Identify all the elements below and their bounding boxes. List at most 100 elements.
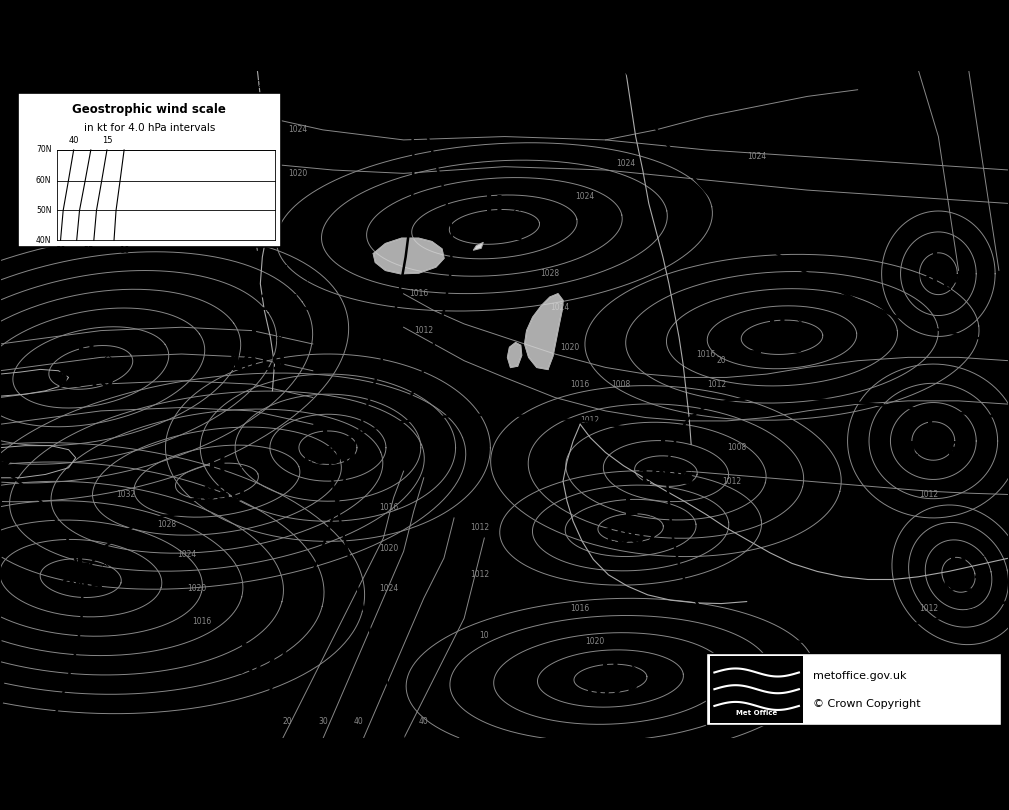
Text: H: H	[485, 195, 503, 215]
Text: ×: ×	[103, 350, 113, 363]
Text: 1016: 1016	[192, 617, 212, 626]
FancyBboxPatch shape	[710, 656, 803, 723]
FancyBboxPatch shape	[706, 653, 1001, 725]
Text: ×: ×	[512, 202, 522, 215]
Text: ×: ×	[794, 316, 804, 329]
Text: 1040: 1040	[57, 371, 115, 390]
Text: 15: 15	[102, 135, 112, 145]
Text: 1016: 1016	[696, 349, 716, 359]
Text: 1016: 1016	[570, 603, 590, 612]
Text: ×: ×	[950, 420, 961, 433]
Text: ×: ×	[628, 661, 638, 674]
Polygon shape	[0, 462, 9, 473]
Text: ×: ×	[345, 426, 355, 440]
Text: 1031: 1031	[465, 224, 524, 244]
Text: © Crown Copyright: © Crown Copyright	[813, 699, 920, 709]
Text: 1000: 1000	[299, 448, 357, 467]
Text: 1008: 1008	[726, 443, 747, 452]
Text: ×: ×	[648, 507, 658, 520]
Text: 1016: 1016	[378, 503, 399, 513]
Text: L: L	[624, 499, 638, 519]
Text: 20: 20	[716, 356, 726, 365]
Text: 1012: 1012	[919, 490, 937, 499]
Polygon shape	[508, 343, 522, 368]
Text: 1007: 1007	[218, 659, 276, 679]
Text: Met Office: Met Office	[736, 710, 777, 716]
Text: 1016: 1016	[570, 380, 590, 389]
Text: H: H	[768, 309, 786, 329]
Text: H: H	[77, 342, 95, 362]
Text: 1024: 1024	[615, 159, 636, 168]
Text: 1020: 1020	[187, 584, 207, 593]
Text: 40: 40	[419, 718, 429, 727]
Text: 70N: 70N	[36, 146, 51, 155]
Text: 1020: 1020	[378, 544, 399, 552]
Text: 1024: 1024	[550, 303, 570, 312]
Text: 1013: 1013	[929, 575, 988, 595]
Text: Geostrophic wind scale: Geostrophic wind scale	[73, 104, 226, 117]
Text: L: L	[931, 245, 945, 265]
Polygon shape	[653, 458, 672, 471]
Text: 1024: 1024	[177, 550, 197, 559]
Text: Forecast chart (T+24) Valid 00 UTC WED 01 MAY 2024: Forecast chart (T+24) Valid 00 UTC WED 0…	[5, 79, 269, 89]
Text: 30: 30	[318, 718, 328, 727]
Text: 1015: 1015	[909, 274, 968, 294]
Text: 40: 40	[353, 718, 363, 727]
Polygon shape	[612, 62, 631, 74]
Text: 1024: 1024	[575, 192, 595, 201]
Text: H: H	[208, 456, 226, 475]
Text: 1020: 1020	[585, 637, 605, 646]
Text: 1008: 1008	[904, 441, 963, 461]
Text: 20: 20	[283, 718, 293, 727]
Text: H: H	[601, 653, 620, 673]
Text: 40: 40	[69, 135, 79, 145]
Text: 1023: 1023	[581, 682, 640, 702]
Text: ×: ×	[683, 446, 693, 459]
Polygon shape	[398, 63, 422, 75]
Text: L: L	[281, 265, 295, 285]
Text: L: L	[240, 629, 254, 650]
Text: 1020: 1020	[288, 168, 308, 178]
Text: 1006: 1006	[637, 468, 695, 488]
Text: 1008: 1008	[610, 380, 631, 389]
Text: 1012: 1012	[470, 523, 488, 532]
Text: L: L	[76, 549, 90, 569]
Text: 1012: 1012	[415, 326, 433, 335]
Text: 1028: 1028	[541, 269, 559, 278]
Text: L: L	[321, 419, 335, 439]
Polygon shape	[525, 294, 563, 369]
Text: 1012: 1012	[707, 380, 725, 389]
Text: 1019: 1019	[228, 354, 287, 374]
Text: L: L	[659, 439, 673, 459]
Text: ×: ×	[956, 253, 966, 266]
Text: 1024: 1024	[378, 584, 399, 593]
Text: in kt for 4.0 hPa intervals: in kt for 4.0 hPa intervals	[84, 123, 215, 133]
Text: ×: ×	[274, 333, 285, 346]
Text: L: L	[926, 412, 940, 433]
Text: 10: 10	[119, 245, 129, 254]
Text: 1012: 1012	[581, 416, 599, 425]
Text: 80: 80	[55, 245, 66, 254]
Polygon shape	[473, 242, 483, 250]
Text: 1012: 1012	[470, 570, 488, 579]
Text: 50N: 50N	[36, 206, 51, 215]
Text: ×: ×	[976, 553, 986, 566]
Text: 1012: 1012	[919, 603, 937, 612]
Text: ×: ×	[264, 637, 274, 650]
Polygon shape	[373, 238, 444, 274]
FancyBboxPatch shape	[18, 93, 281, 247]
Text: 40N: 40N	[36, 236, 51, 245]
Text: 995: 995	[61, 578, 105, 598]
Text: ×: ×	[234, 463, 244, 476]
Text: 1012: 1012	[722, 476, 741, 486]
Text: ×: ×	[305, 273, 315, 286]
Text: 1030: 1030	[188, 484, 246, 505]
Text: 1032: 1032	[116, 490, 136, 499]
Text: 1024: 1024	[747, 152, 767, 161]
Text: 60N: 60N	[36, 176, 51, 185]
Text: 10: 10	[479, 630, 489, 640]
Text: 25: 25	[84, 245, 94, 254]
Text: H: H	[949, 546, 968, 566]
Text: 1020: 1020	[560, 343, 580, 352]
Text: 1016: 1016	[409, 289, 429, 298]
